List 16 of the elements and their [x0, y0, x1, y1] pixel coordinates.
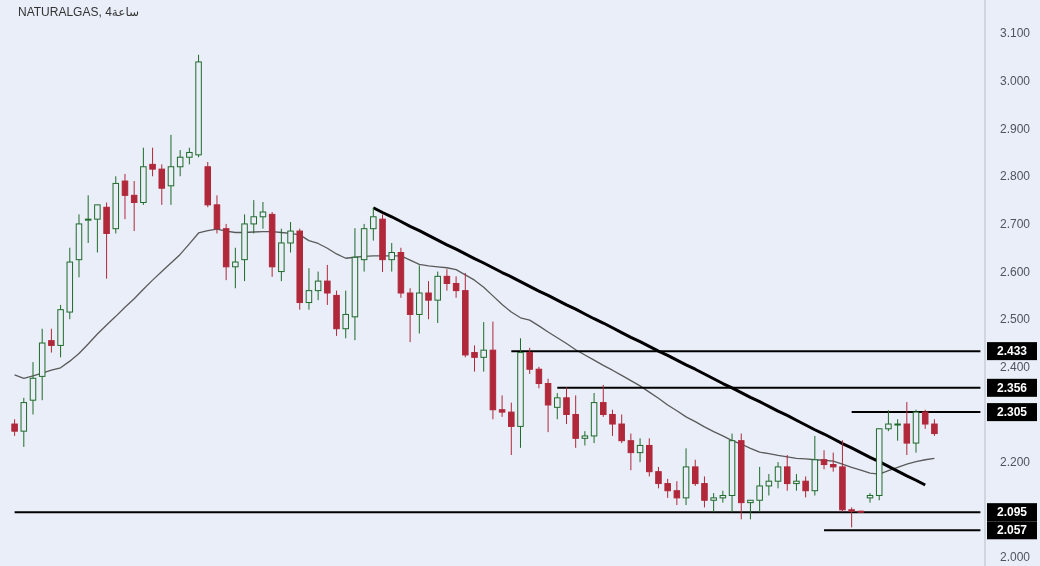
text: 2.095 [996, 505, 1028, 520]
y-tick-label: 2.400 [1000, 359, 1031, 374]
text: 2.057 [996, 523, 1028, 538]
text: 2.356 [996, 380, 1028, 395]
chart-title: NATURALGAS, 4ساعة [18, 5, 140, 19]
y-tick-label: 2.600 [1000, 264, 1031, 279]
y-tick-label: 2.700 [1000, 216, 1031, 231]
y-tick-label: 2.000 [1000, 550, 1031, 565]
y-tick-label: 2.500 [1000, 312, 1031, 327]
y-tick-label: 2.200 [1000, 455, 1031, 470]
y-tick-label: 2.900 [1000, 121, 1031, 136]
y-tick-label: 3.000 [1000, 73, 1031, 88]
y-tick-label: 2.800 [1000, 169, 1031, 184]
y-tick-label: 3.100 [1000, 26, 1031, 41]
text: 2.305 [996, 405, 1028, 420]
text: 2.433 [996, 344, 1028, 359]
